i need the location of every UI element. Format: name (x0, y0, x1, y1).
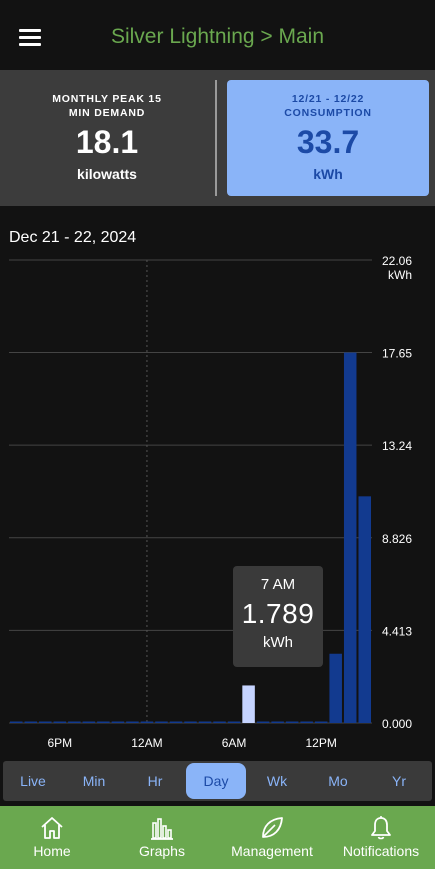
app-header: Silver Lightning > Main (0, 0, 435, 70)
period-mo-button[interactable]: Mo (328, 773, 348, 789)
chart-bar[interactable] (227, 721, 241, 724)
tooltip-value: 1.789 (241, 598, 315, 629)
chart-bar-selected[interactable] (242, 685, 255, 723)
bar-chart-icon (151, 818, 173, 840)
chart-bar[interactable] (184, 721, 197, 724)
x-tick-label: 12AM (131, 736, 162, 750)
bar-tooltip: 7 AM 1.789 kWh (233, 566, 323, 667)
chart-bar[interactable] (213, 721, 226, 724)
period-day-button[interactable]: Day (186, 763, 246, 799)
period-hr-button[interactable]: Hr (147, 773, 163, 789)
chart-bar[interactable] (358, 496, 371, 723)
nav-notifications-label: Notifications (342, 843, 420, 859)
y-tick-label: 22.06 (382, 254, 412, 268)
chart-bar[interactable] (126, 721, 139, 724)
chart-bar[interactable] (198, 721, 212, 724)
nav-management-label: Management (231, 843, 313, 859)
nav-graphs[interactable]: Graphs (110, 806, 214, 869)
chart-bar[interactable] (256, 721, 270, 724)
tooltip-time: 7 AM (260, 576, 296, 593)
y-unit-label: kWh (388, 268, 412, 282)
period-min-button[interactable]: Min (82, 773, 106, 789)
consumption-card[interactable]: 12/21 - 12/22 CONSUMPTION 33.7 kWh (227, 80, 429, 196)
chart-area: 22.06 kWh 17.65 13.24 8.826 4.413 0.000 6PM 12AM… (0, 206, 435, 756)
y-tick-label: 0.000 (382, 717, 412, 731)
x-tick-label: 6AM (222, 736, 247, 750)
y-tick-label: 13.24 (382, 439, 412, 453)
consumption-unit: kWh (313, 166, 343, 182)
chart-bar[interactable] (10, 721, 23, 724)
card-divider (215, 80, 217, 196)
y-tick-label: 4.413 (382, 624, 412, 638)
chart-bar[interactable] (314, 721, 328, 724)
bell-icon (371, 816, 391, 840)
bottom-navigation: Home Graphs Management Notifications (0, 806, 435, 869)
nav-graphs-label: Graphs (139, 843, 185, 859)
home-icon (41, 817, 63, 839)
tooltip-unit: kWh (263, 634, 293, 651)
date-range-label: Dec 21 - 22, 2024 (9, 229, 137, 246)
chart-bar[interactable] (97, 721, 110, 724)
chart-bar[interactable] (169, 721, 183, 724)
peak-demand-label: MONTHLY PEAK 15 MIN DEMAND (52, 93, 162, 119)
page-title: Silver Lightning > Main (110, 25, 325, 48)
period-live-button[interactable]: Live (20, 773, 46, 789)
nav-notifications[interactable]: Notifications (327, 806, 435, 869)
chart-bar[interactable] (39, 721, 52, 724)
x-tick-label: 6PM (47, 736, 72, 750)
nav-management[interactable]: Management (220, 806, 324, 869)
peak-demand-unit: kilowatts (77, 166, 137, 182)
consumption-label: 12/21 - 12/22 CONSUMPTION (284, 93, 372, 119)
period-selector: Live Min Hr Day Wk Mo Yr (3, 761, 432, 801)
chart-bar[interactable] (24, 721, 38, 724)
chart-bar[interactable] (82, 721, 96, 724)
peak-demand-value: 18.1 (75, 124, 139, 160)
leaf-icon (262, 817, 283, 838)
nav-home-label: Home (33, 843, 71, 859)
y-tick-label: 8.826 (382, 532, 412, 546)
chart-bar[interactable] (329, 653, 342, 723)
period-yr-button[interactable]: Yr (392, 773, 406, 789)
chart-bar[interactable] (155, 721, 168, 724)
chart-bar[interactable] (53, 721, 67, 724)
x-tick-label: 12PM (306, 736, 337, 750)
y-tick-label: 17.65 (382, 347, 412, 361)
summary-panel: MONTHLY PEAK 15 MIN DEMAND 18.1 kilowatt… (0, 70, 435, 206)
chart-bar[interactable] (140, 721, 154, 724)
hamburger-menu-icon[interactable] (19, 29, 41, 47)
period-wk-button[interactable]: Wk (266, 773, 288, 789)
chart-bar[interactable] (68, 721, 81, 724)
chart-bar[interactable] (300, 721, 313, 724)
chart-bar[interactable] (111, 721, 125, 724)
peak-demand-card[interactable]: MONTHLY PEAK 15 MIN DEMAND 18.1 kilowatt… (6, 80, 208, 196)
nav-home[interactable]: Home (0, 806, 104, 869)
chart-bar[interactable] (271, 721, 284, 724)
chart-bar[interactable] (285, 721, 299, 724)
consumption-value: 33.7 (296, 124, 360, 160)
chart-bar[interactable] (343, 352, 357, 723)
